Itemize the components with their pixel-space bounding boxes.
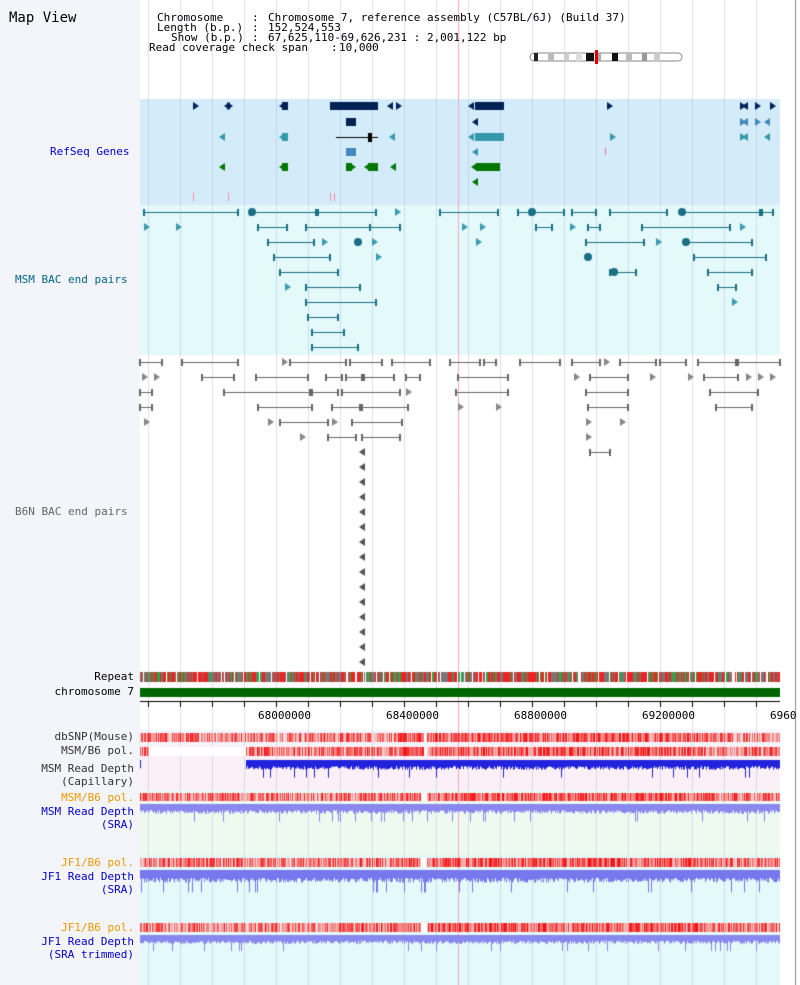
axis-tick-label: 68000000 (258, 709, 311, 722)
track-label-dbsnp[interactable]: dbSNP(Mouse) (54, 730, 134, 743)
header-colon: : (252, 21, 259, 34)
show-value: 67,625,110-69,626,231 : 2,001,122 bp (268, 31, 507, 44)
track-label-jf1-b6-pol-2[interactable]: JF1/B6 pol. (61, 921, 134, 934)
axis-tick-label: 69200000 (642, 709, 695, 722)
chromosome-key: Chromosome (157, 11, 224, 24)
track-label-jf1-depth-sra-sub: (SRA) (100, 883, 134, 896)
track-label-jf1-b6-pol-1[interactable]: JF1/B6 pol. (61, 856, 134, 869)
show-key: Show (b.p.) (171, 31, 244, 44)
track-label-chromosome: chromosome 7 (54, 685, 134, 698)
header-colon: : (331, 41, 338, 54)
track-label-refseq-genes[interactable]: RefSeq Genes (50, 145, 130, 158)
header-colon: : (252, 11, 259, 24)
track-label-jf1-depth-sra[interactable]: JF1 Read Depth (41, 870, 134, 883)
track-label-repeat[interactable]: Repeat (94, 670, 134, 683)
span-value: 10,000 (339, 41, 379, 54)
track-label-msm-depth-capillary-sub: (Capillary) (61, 775, 134, 788)
chromosome-value: Chromosome 7, reference assembly (C57BL/… (268, 11, 626, 24)
page-title: Map View (9, 10, 77, 26)
track-label-msm-depth-sra-sub: (SRA) (100, 818, 134, 831)
axis-tick-label: 6960 (770, 709, 797, 722)
track-label-msm-depth-sra[interactable]: MSM Read Depth (41, 805, 134, 818)
length-key: Length (b.p.) (157, 21, 244, 34)
axis-tick-label: 68800000 (514, 709, 567, 722)
header-colon: : (252, 31, 259, 44)
track-label-msm-b6-pol-2[interactable]: MSM/B6 pol. (61, 791, 134, 804)
span-key: Read coverage check span (149, 41, 308, 54)
track-label-msm-bac[interactable]: MSM BAC end pairs (15, 273, 128, 286)
chromosome-ideogram-icon[interactable] (526, 49, 686, 65)
length-value: 152,524,553 (268, 21, 341, 34)
track-label-msm-b6-pol-1[interactable]: MSM/B6 pol. (61, 744, 134, 757)
track-label-jf1-depth-trimmed-sub: (SRA trimmed) (47, 948, 134, 961)
track-label-jf1-depth-trimmed[interactable]: JF1 Read Depth (41, 935, 134, 948)
axis-tick-label: 68400000 (386, 709, 439, 722)
track-label-b6n-bac[interactable]: B6N BAC end pairs (15, 505, 128, 518)
track-label-msm-depth-capillary[interactable]: MSM Read Depth (41, 762, 134, 775)
